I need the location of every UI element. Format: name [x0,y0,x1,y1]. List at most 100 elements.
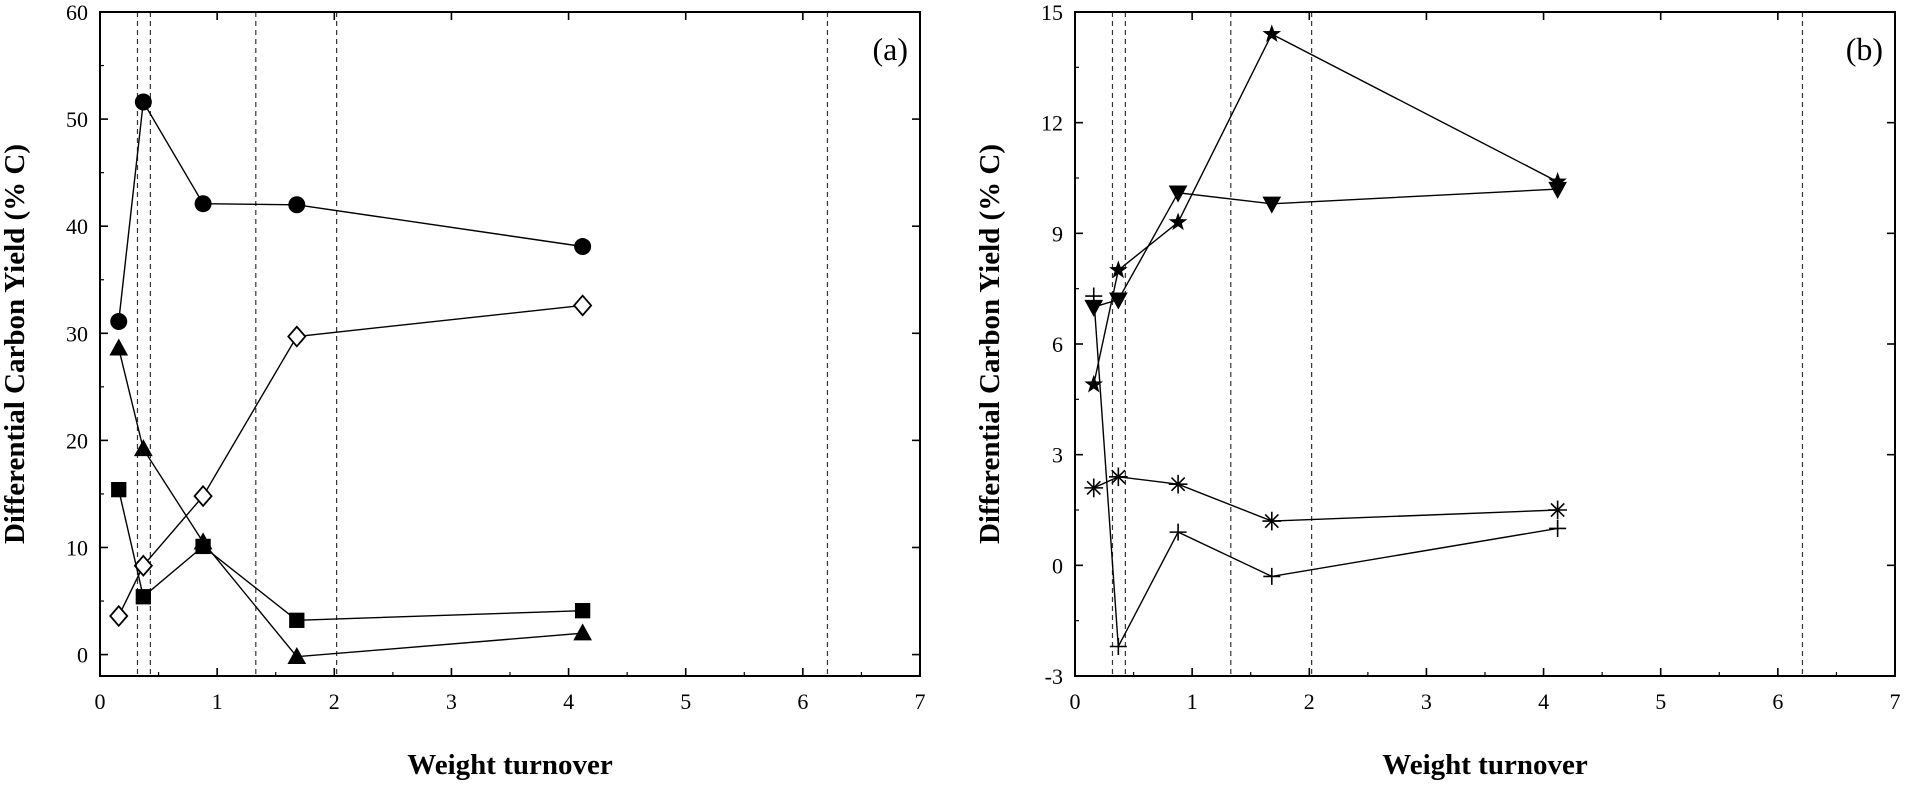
series-star-filled [1084,24,1567,393]
data-point [109,338,129,356]
data-point [1169,523,1187,541]
y-tick-label: 50 [66,107,88,132]
x-axis-title: Weight turnover [1382,749,1588,781]
data-point [1168,185,1188,203]
data-point [1549,519,1567,537]
y-tick-label: 0 [77,643,88,668]
series-triangle-up-filled [109,338,592,664]
data-point [1262,196,1282,214]
data-point [288,196,306,214]
y-tick-label: 15 [1041,0,1063,25]
data-point [1168,474,1188,494]
data-point [1263,567,1281,585]
data-point [1548,181,1567,199]
x-tick-label: 4 [1538,689,1549,714]
data-point [109,604,129,628]
y-tick-label: 12 [1041,111,1063,136]
series-asterisk [1084,467,1567,531]
axis-ticks: 0 1 2 3 4 5 6 7 0 10 20 30 40 50 60 [66,0,926,714]
data-point [1108,292,1128,310]
data-point [1084,374,1104,393]
y-tick-label: 20 [66,428,88,453]
y-tick-label: 60 [66,0,88,25]
data-point [574,238,592,256]
series-line [118,489,583,622]
y-tick-label: 10 [66,535,88,560]
data-point [195,538,211,555]
x-tick-label: 0 [95,689,106,714]
series-line [1093,476,1558,522]
series-diamond-open [109,294,593,628]
data-point [287,325,307,348]
x-tick-label: 4 [563,689,574,714]
data-point [194,195,212,213]
series-line [118,304,583,617]
y-tick-label: 9 [1052,221,1063,246]
data-point [1168,212,1188,231]
data-point [134,93,152,111]
panel-label: (b) [1846,31,1883,67]
x-tick-label: 7 [915,689,926,714]
data-point [573,623,592,641]
data-point [1548,171,1567,190]
x-tick-label: 7 [1890,689,1901,714]
data-point [1108,467,1128,487]
data-point [133,554,154,577]
x-tick-label: 0 [1070,689,1081,714]
series-triangle-down-filled [1084,181,1567,317]
y-tick-label: 40 [66,214,88,239]
series-plus [1085,287,1567,655]
series-line [1093,188,1558,308]
series-layer [109,93,593,664]
data-point [1548,500,1567,520]
panel-label: (a) [872,31,908,67]
x-tick-label: 5 [1655,689,1666,714]
x-tick-label: 6 [1772,689,1783,714]
data-point [1084,299,1104,317]
data-point [1262,511,1282,531]
series-layer [1084,24,1567,655]
y-tick-label: 3 [1052,443,1063,468]
data-point [111,482,127,498]
y-tick-label: 6 [1052,332,1063,357]
data-point [193,484,213,508]
data-point [1085,287,1103,305]
series-line [118,348,583,658]
data-point [574,603,591,619]
plot-frame [99,11,921,677]
x-tick-label: 5 [680,689,691,714]
series-line [118,99,583,322]
x-tick-label: 2 [329,689,340,714]
data-point [135,589,151,605]
data-point [133,439,153,457]
series-circle-filled [110,93,592,331]
y-axis-title: Differential Carbon Yield (% C) [0,144,31,544]
x-tick-label: 2 [1304,689,1315,714]
reference-lines [1111,12,1804,676]
plot-frame [1074,11,1896,677]
series-line [1093,295,1558,650]
chart-panel-a: 0 1 2 3 4 5 6 7 0 10 20 30 40 50 60 (a) Weight turnove… [0,0,926,781]
x-tick-label: 6 [797,689,808,714]
x-tick-label: 1 [212,689,223,714]
x-tick-label: 3 [446,689,457,714]
series-line [1093,33,1558,385]
y-axis-title: Differential Carbon Yield (% C) [974,144,1006,544]
x-axis-title: Weight turnover [407,749,613,781]
data-point [110,313,128,331]
data-point [1084,478,1104,498]
data-point [287,646,307,664]
data-point [1109,260,1128,279]
data-point [1109,637,1127,655]
series-square-filled [111,482,591,628]
x-tick-label: 1 [1187,689,1198,714]
data-point [572,294,593,317]
y-tick-label: 30 [66,321,88,346]
data-point [289,612,305,628]
y-tick-label: 0 [1052,553,1063,578]
x-tick-label: 3 [1421,689,1432,714]
y-tick-label: -3 [1045,664,1063,689]
